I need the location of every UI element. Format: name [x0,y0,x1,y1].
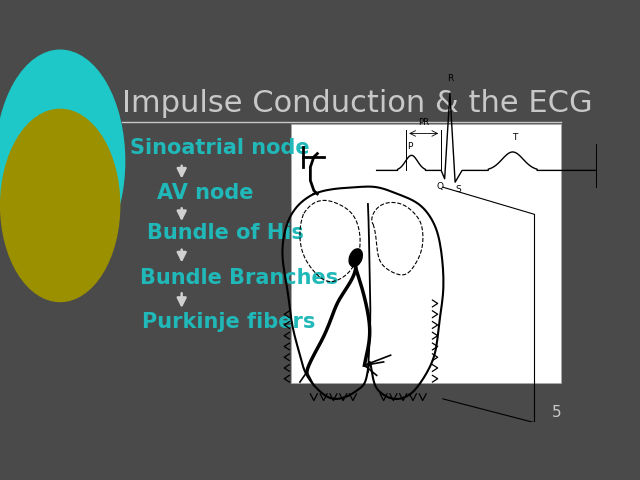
Text: Bundle Branches: Bundle Branches [140,267,338,288]
Text: S: S [456,185,461,194]
Text: PR: PR [418,118,429,127]
Text: P: P [407,142,412,151]
Text: 5: 5 [552,405,561,420]
Text: Purkinje fibers: Purkinje fibers [142,312,316,332]
Bar [291,124,561,383]
Text: T: T [512,133,517,142]
Text: Q: Q [436,182,444,191]
Text: Bundle of His: Bundle of His [147,223,304,243]
Text: R: R [447,74,453,84]
Ellipse shape [0,50,125,272]
Text: AV node: AV node [157,182,253,203]
Ellipse shape [349,249,362,267]
Text: Impulse Conduction & the ECG: Impulse Conduction & the ECG [122,89,593,118]
Text: Sinoatrial node: Sinoatrial node [129,138,309,158]
Ellipse shape [1,109,120,301]
